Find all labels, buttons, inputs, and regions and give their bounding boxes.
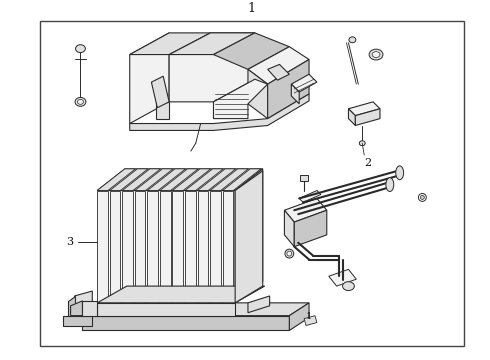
Polygon shape (122, 169, 161, 190)
Polygon shape (110, 190, 121, 303)
Bar (40, 21, 464, 346)
Polygon shape (147, 169, 186, 190)
Polygon shape (147, 190, 158, 303)
Polygon shape (130, 94, 309, 130)
Polygon shape (110, 169, 148, 190)
Polygon shape (299, 190, 321, 202)
Polygon shape (160, 169, 198, 190)
Ellipse shape (359, 141, 365, 146)
Polygon shape (130, 33, 211, 55)
Text: 1: 1 (248, 2, 256, 15)
Polygon shape (248, 69, 268, 118)
Polygon shape (135, 190, 146, 303)
Polygon shape (74, 291, 92, 316)
Polygon shape (292, 74, 317, 92)
Polygon shape (235, 169, 263, 303)
Polygon shape (160, 190, 171, 303)
Polygon shape (284, 198, 327, 222)
Ellipse shape (369, 49, 383, 60)
Polygon shape (348, 102, 380, 116)
Polygon shape (122, 190, 133, 303)
Polygon shape (97, 303, 235, 316)
Polygon shape (248, 296, 270, 313)
Polygon shape (185, 169, 223, 190)
Polygon shape (151, 76, 169, 108)
Ellipse shape (285, 249, 294, 258)
Polygon shape (289, 303, 309, 330)
Polygon shape (304, 316, 317, 325)
Polygon shape (97, 190, 108, 303)
Polygon shape (97, 286, 265, 303)
Ellipse shape (75, 98, 86, 106)
Polygon shape (71, 301, 82, 316)
Polygon shape (97, 169, 263, 190)
Text: 1: 1 (306, 312, 312, 321)
Polygon shape (284, 210, 294, 247)
Ellipse shape (396, 166, 404, 180)
Polygon shape (222, 169, 261, 190)
Polygon shape (268, 59, 309, 118)
Polygon shape (82, 301, 97, 316)
Polygon shape (169, 33, 255, 55)
Ellipse shape (75, 45, 85, 53)
Polygon shape (348, 109, 355, 126)
Polygon shape (268, 64, 289, 80)
Text: 3: 3 (66, 237, 73, 247)
Text: 2: 2 (365, 158, 372, 168)
Polygon shape (292, 84, 299, 104)
Polygon shape (135, 169, 173, 190)
Polygon shape (248, 47, 309, 84)
Polygon shape (172, 190, 183, 303)
Polygon shape (156, 102, 169, 118)
Ellipse shape (420, 195, 424, 199)
Polygon shape (130, 33, 169, 123)
Ellipse shape (77, 99, 83, 104)
Polygon shape (214, 33, 289, 69)
Polygon shape (197, 190, 208, 303)
Polygon shape (82, 303, 309, 316)
Polygon shape (172, 169, 211, 190)
Ellipse shape (386, 178, 394, 192)
Ellipse shape (372, 51, 380, 58)
Polygon shape (214, 79, 268, 118)
Polygon shape (300, 175, 308, 181)
Polygon shape (329, 269, 356, 286)
Polygon shape (294, 210, 327, 247)
Ellipse shape (349, 37, 356, 43)
Polygon shape (355, 109, 380, 126)
Polygon shape (185, 190, 196, 303)
Polygon shape (97, 169, 135, 190)
Polygon shape (210, 190, 221, 303)
Polygon shape (68, 296, 74, 316)
Polygon shape (235, 171, 263, 303)
Polygon shape (63, 316, 92, 325)
Polygon shape (82, 316, 289, 330)
Polygon shape (169, 33, 255, 102)
Ellipse shape (343, 282, 354, 291)
Ellipse shape (287, 251, 292, 256)
Polygon shape (222, 190, 233, 303)
Polygon shape (197, 169, 236, 190)
Polygon shape (210, 169, 248, 190)
